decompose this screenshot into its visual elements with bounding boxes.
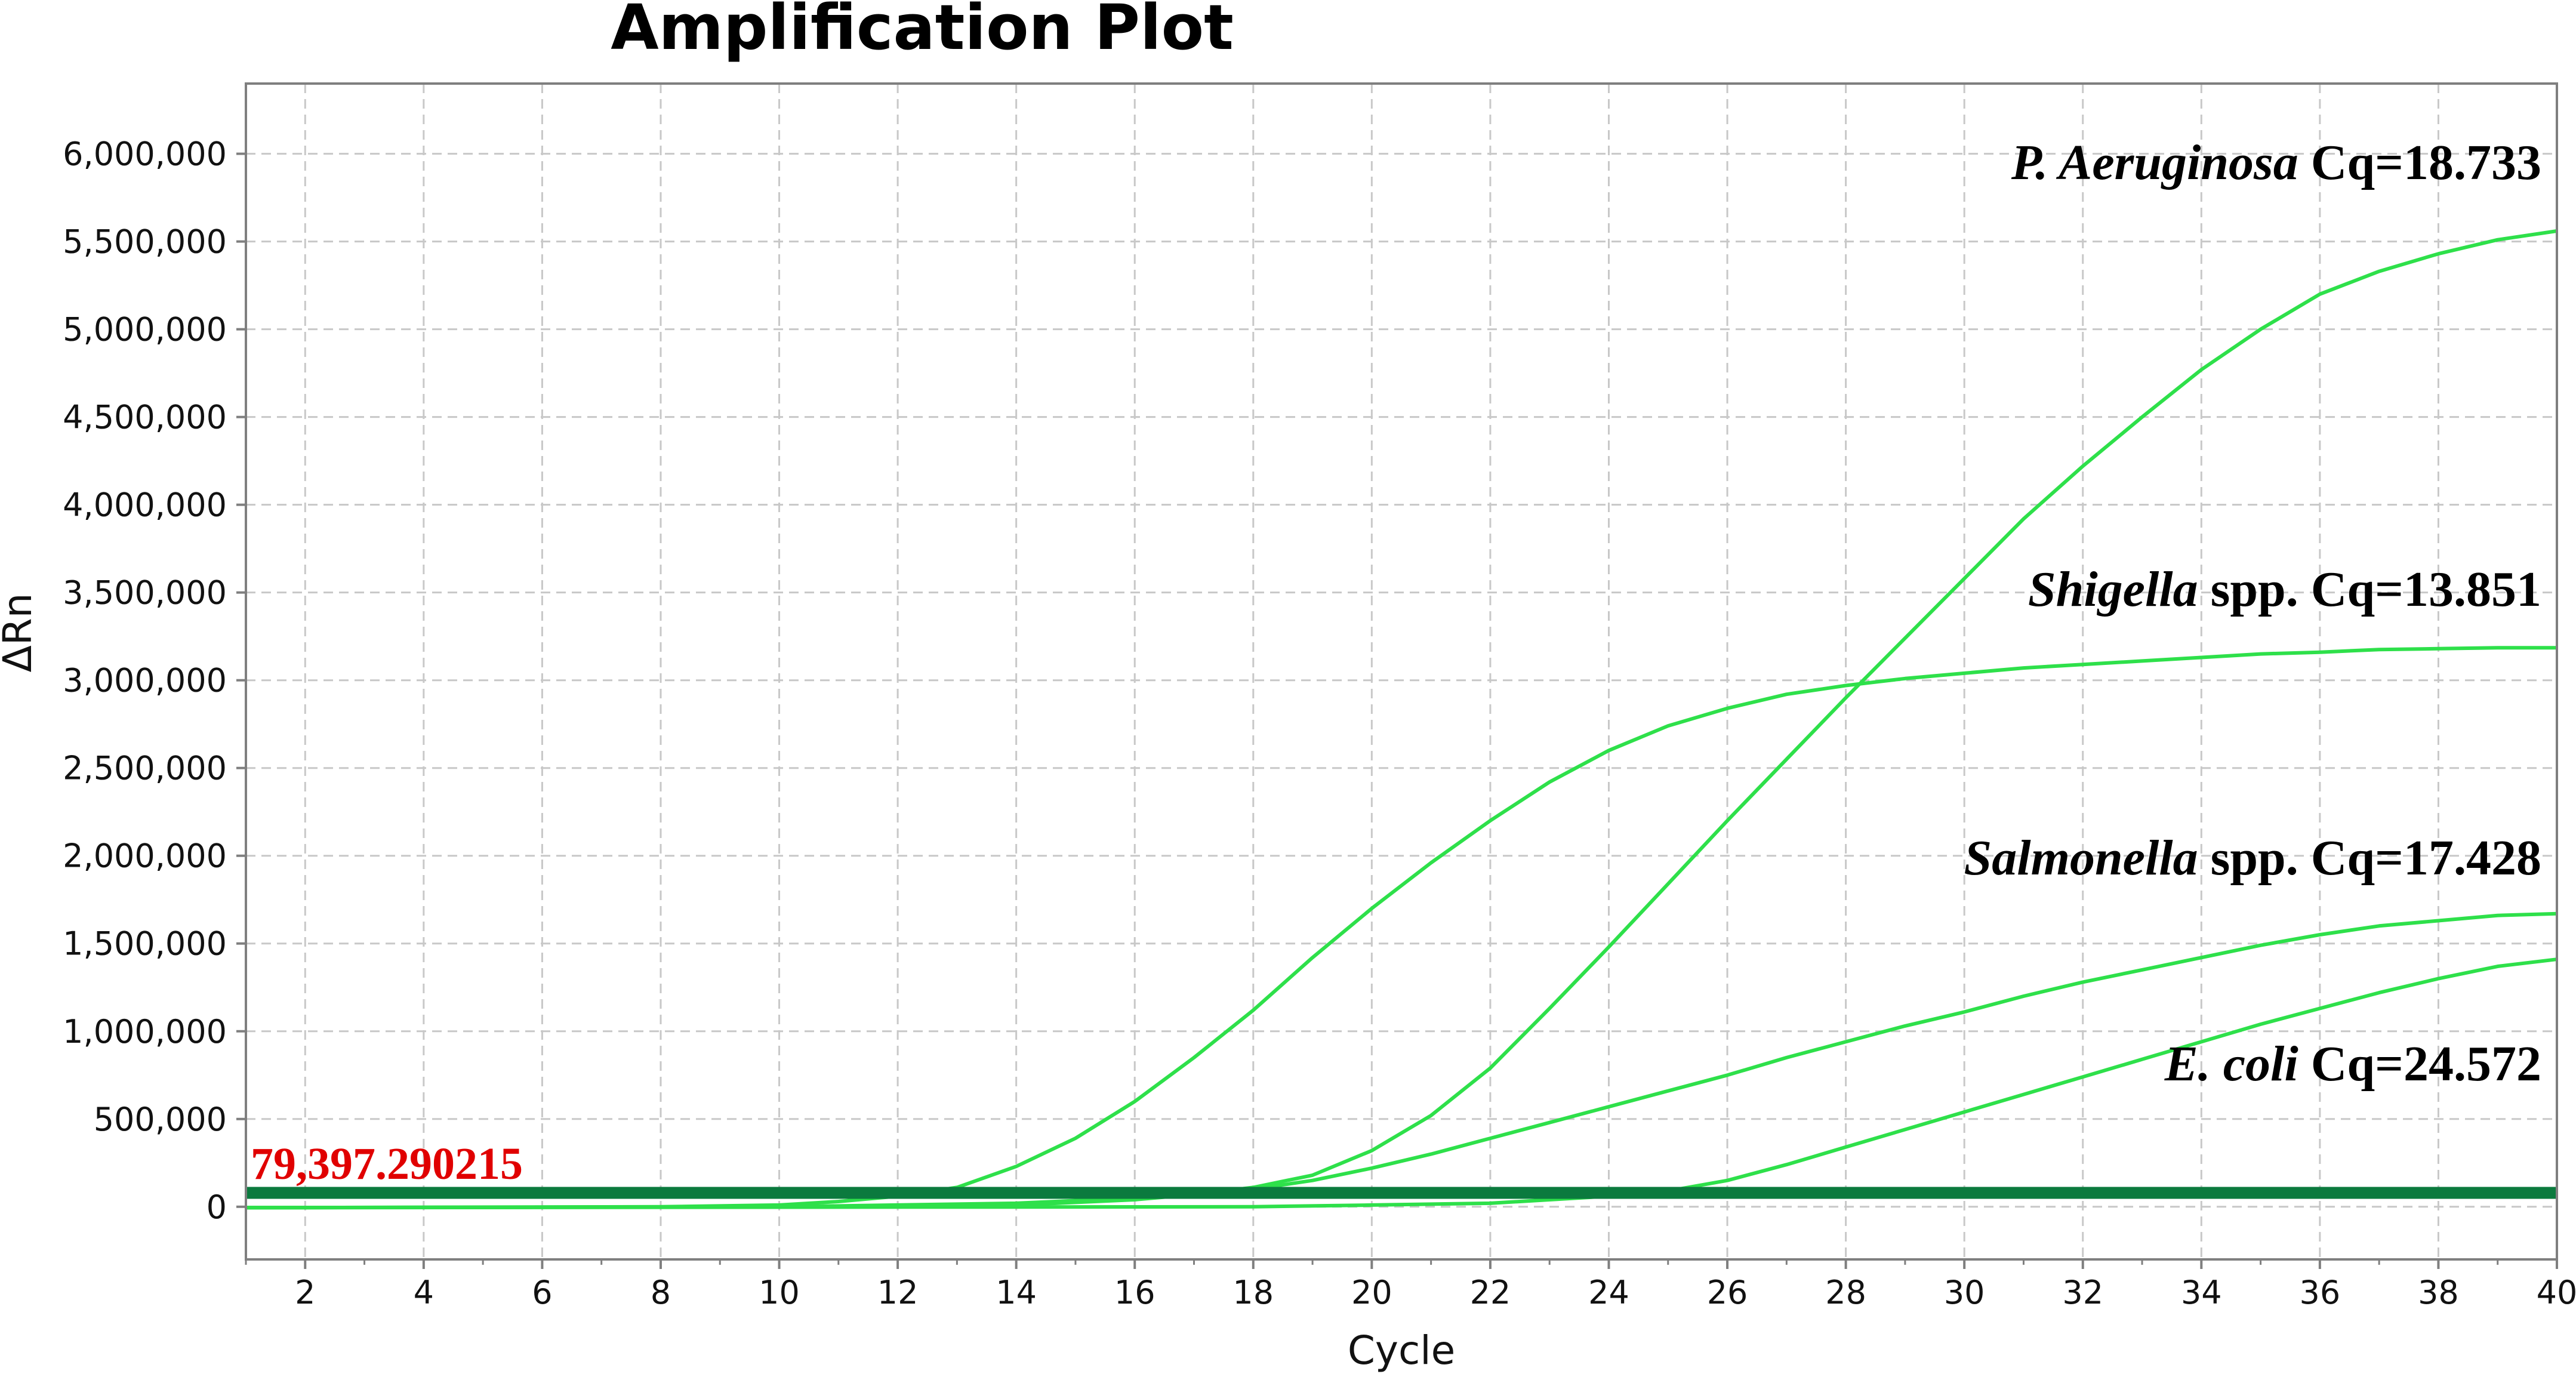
amplification-curve-salmonella-spp[interactable] [245, 911, 2557, 1210]
series-annotation: E. coli Cq=24.572 [2164, 1036, 2541, 1092]
y-axis-label: ΔRn [0, 593, 41, 673]
x-axis-ticks: 2 4 6 8 10 12 14 16 18 20 22 24 26 28 30 32 34 36 38 40 [245, 1259, 2576, 1311]
x-tick-label: 10 [759, 1274, 800, 1311]
amplification-curve-e-coli[interactable] [245, 957, 2557, 1210]
y-tick-label: 0 [207, 1188, 227, 1226]
amplification-curve-shigella-spp[interactable] [245, 646, 2557, 1210]
y-tick-label: 3,500,000 [63, 574, 227, 612]
grid-lines [246, 84, 2558, 1259]
y-tick-label: 5,000,000 [63, 311, 227, 349]
x-tick-label: 8 [651, 1274, 671, 1311]
y-axis-ticks: 0 500,000 1,000,000 1,500,000 2,000,000 2,500… [63, 135, 246, 1226]
chart-title: Amplification Plot [611, 0, 1234, 64]
x-tick-label: 20 [1351, 1274, 1392, 1311]
x-tick-label: 30 [1944, 1274, 1985, 1311]
y-tick-label: 5,500,000 [63, 223, 227, 261]
x-tick-label: 2 [295, 1274, 315, 1311]
y-tick-label: 500,000 [94, 1101, 227, 1138]
x-tick-label: 4 [414, 1274, 434, 1311]
y-tick-label: 2,000,000 [63, 837, 227, 875]
y-tick-label: 2,500,000 [63, 750, 227, 787]
x-tick-label: 6 [532, 1274, 552, 1311]
y-tick-label: 4,500,000 [63, 399, 227, 436]
series-annotation: P. Aeruginosa Cq=18.733 [2011, 135, 2541, 190]
y-tick-label: 6,000,000 [63, 135, 227, 173]
x-tick-label: 34 [2181, 1274, 2222, 1311]
x-tick-label: 28 [1825, 1274, 1866, 1311]
y-tick-label: 1,000,000 [63, 1013, 227, 1051]
x-tick-label: 36 [2300, 1274, 2341, 1311]
x-tick-label: 32 [2062, 1274, 2103, 1311]
plot-area-frame [245, 82, 2558, 1261]
threshold-value-label: 79,397.290215 [251, 1139, 523, 1189]
x-tick-label: 24 [1588, 1274, 1629, 1311]
x-tick-label: 22 [1470, 1274, 1511, 1311]
x-tick-label: 38 [2418, 1274, 2459, 1311]
x-tick-label: 16 [1114, 1274, 1155, 1311]
series-annotation: Shigella spp. Cq=13.851 [2028, 562, 2541, 617]
y-tick-label: 3,000,000 [63, 662, 227, 700]
x-tick-label: 14 [996, 1274, 1037, 1311]
x-tick-label: 40 [2537, 1274, 2576, 1311]
x-tick-label: 12 [877, 1274, 919, 1311]
x-tick-label: 18 [1232, 1274, 1274, 1311]
x-tick-label: 26 [1707, 1274, 1748, 1311]
series-annotation: Salmonella spp. Cq=17.428 [1964, 830, 2541, 886]
y-tick-label: 4,000,000 [63, 486, 227, 524]
y-tick-label: 1,500,000 [63, 925, 227, 963]
x-axis-label: Cycle [1348, 1327, 1455, 1373]
series-annotations: P. Aeruginosa Cq=18.733 Shigella spp. Cq=… [1964, 135, 2541, 1092]
